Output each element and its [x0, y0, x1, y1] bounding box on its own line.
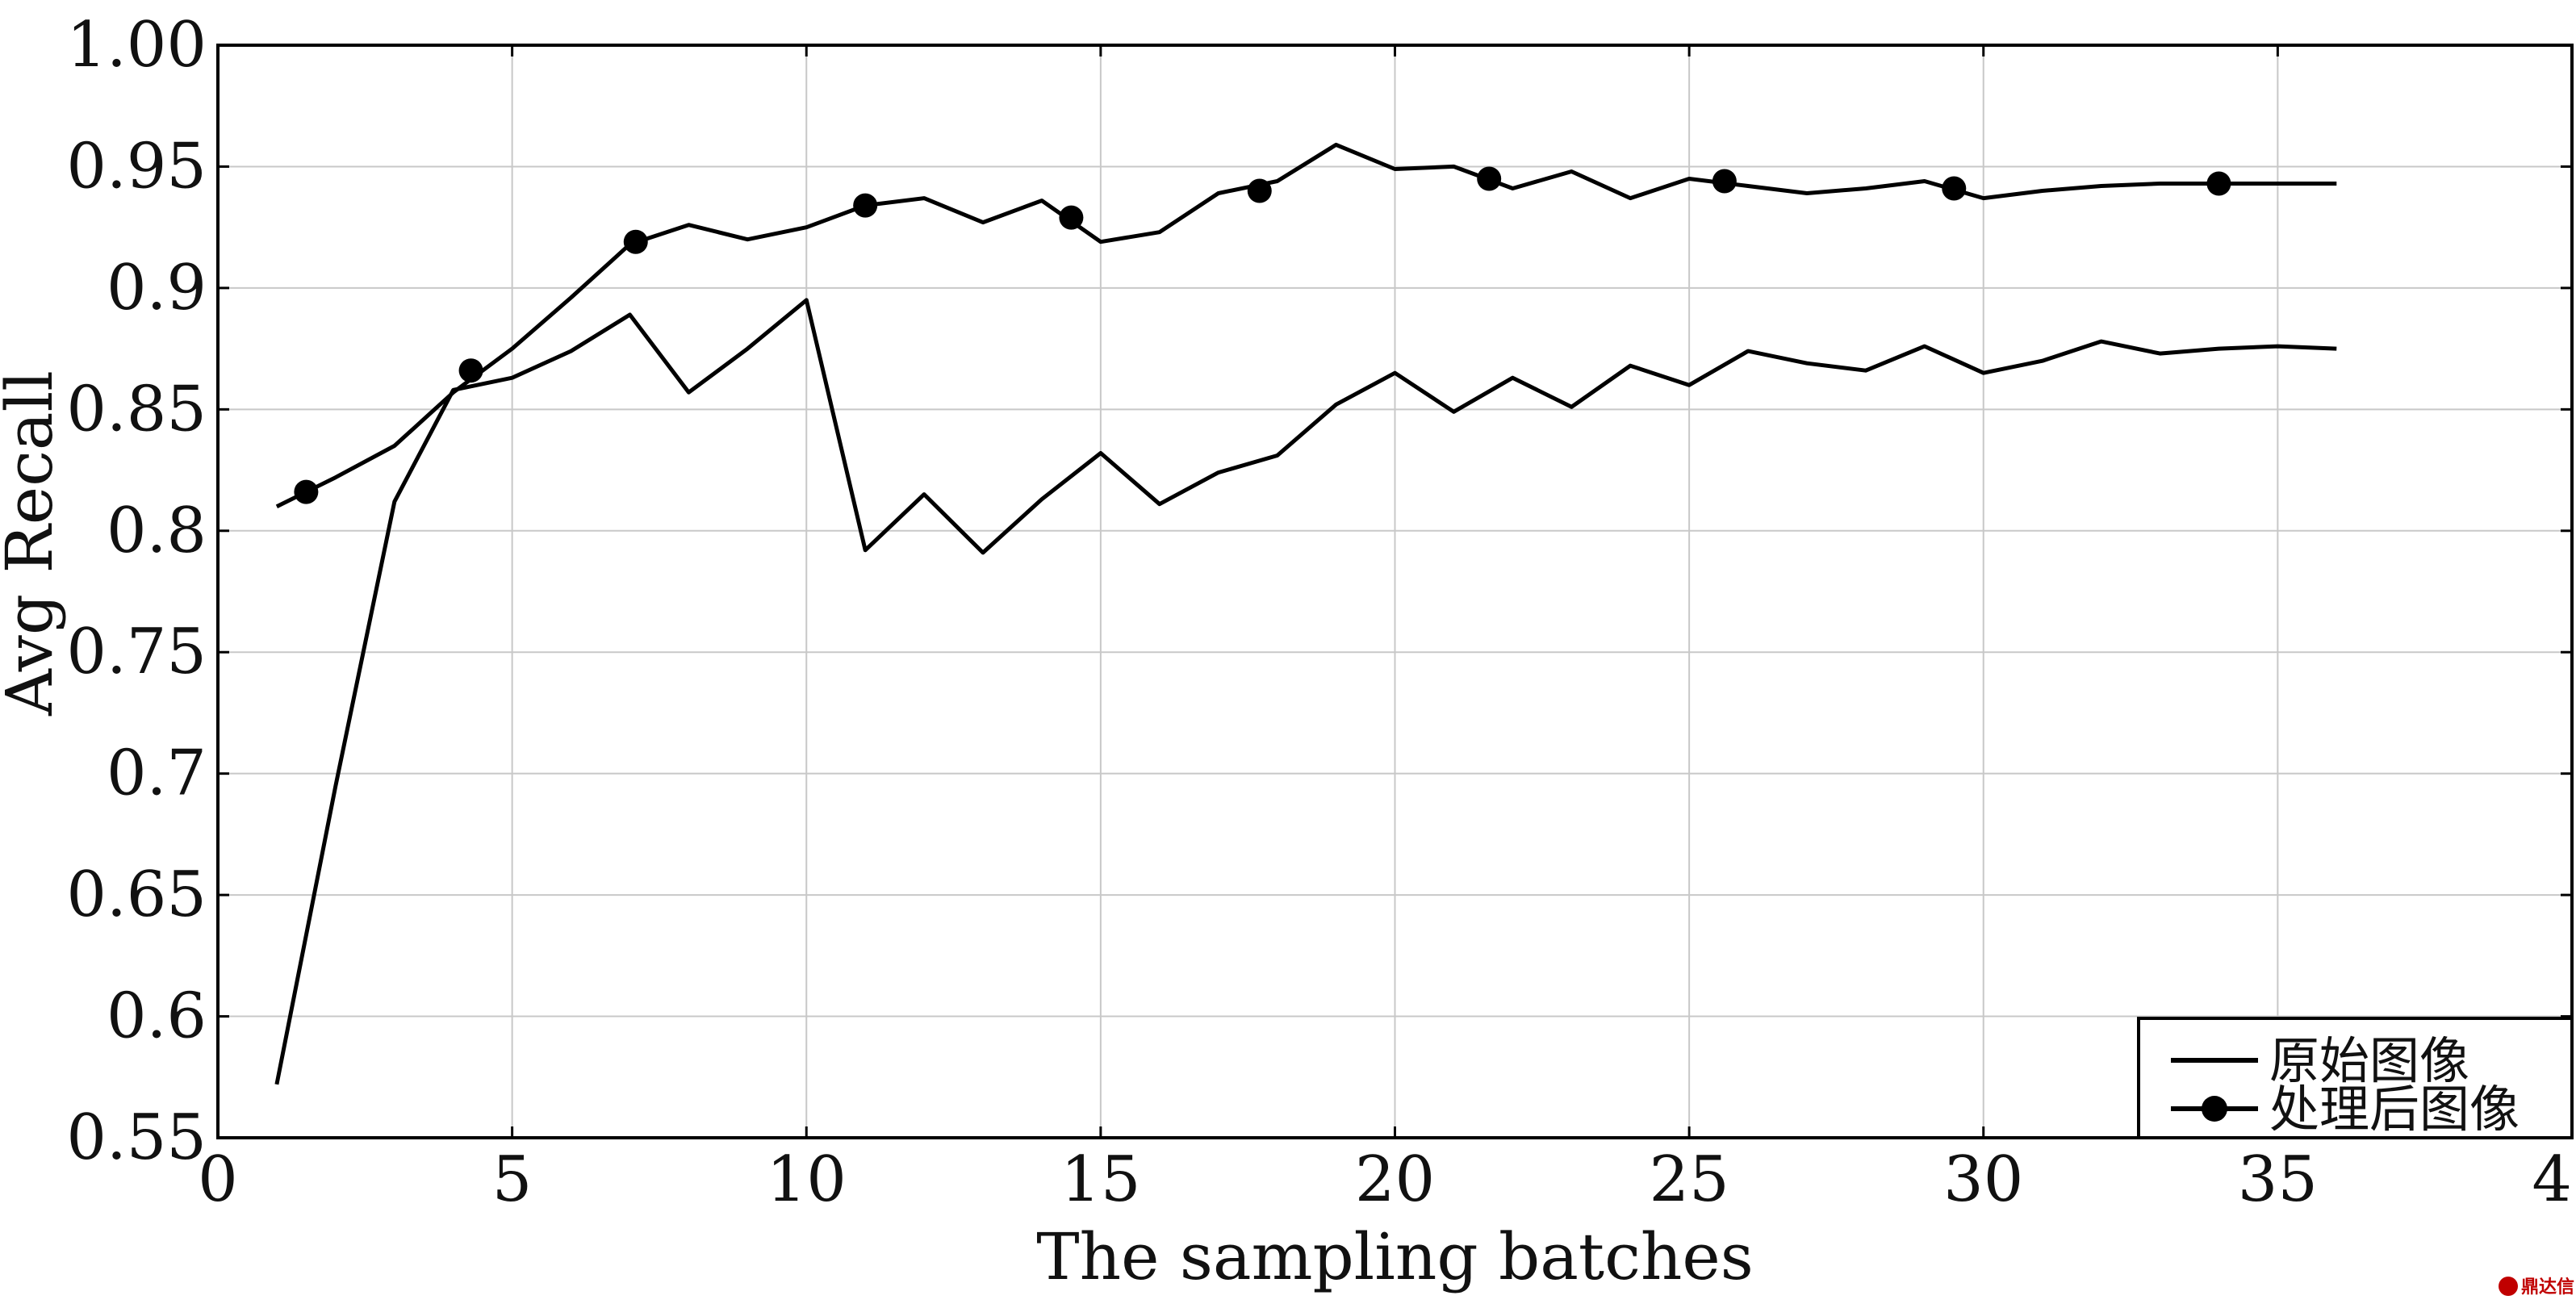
series-marker — [1477, 166, 1502, 191]
watermark-logo: 鼎达信 — [2499, 1277, 2574, 1298]
series-marker — [623, 229, 648, 254]
series-layer — [274, 142, 2337, 1085]
watermark-text: 鼎达信 — [2521, 1277, 2574, 1298]
y-tick-label: 0.6 — [107, 980, 207, 1053]
y-tick-label: 0.75 — [66, 616, 207, 688]
series-marker — [1247, 178, 1272, 203]
ticks-layer: 0 5 10 15 20 25 30 35 40 0.55 0.6 0.65 0.7 0.75 0.8 0.8… — [66, 9, 2576, 1216]
x-tick-label: 10 — [767, 1143, 847, 1216]
watermark-logo-icon — [2499, 1277, 2518, 1296]
series-marker — [853, 193, 878, 218]
x-tick-label: 35 — [2238, 1143, 2318, 1216]
x-tick-label: 30 — [1943, 1143, 2023, 1216]
y-tick-label: 0.9 — [107, 252, 207, 324]
x-tick-label: 20 — [1355, 1143, 1435, 1216]
x-axis-title: The sampling batches — [1036, 1219, 1754, 1294]
x-tick-label: 15 — [1060, 1143, 1140, 1216]
y-tick-label: 1.00 — [66, 9, 207, 82]
y-tick-label: 0.55 — [66, 1101, 207, 1174]
series-marker — [1712, 169, 1737, 194]
series-marker — [294, 479, 319, 504]
legend: 原始图像 处理后图像 — [2137, 1017, 2574, 1139]
y-tick-label: 0.65 — [66, 859, 207, 931]
y-tick-label: 0.7 — [107, 738, 207, 810]
legend-label-processed: 处理后图像 — [2269, 1080, 2520, 1139]
x-tick-label: 25 — [1649, 1143, 1729, 1216]
y-tick-label: 0.85 — [66, 373, 207, 445]
y-tick-label: 0.8 — [107, 495, 207, 567]
series-marker — [2206, 171, 2231, 196]
series-marker — [1059, 205, 1084, 230]
grid — [218, 45, 2572, 1138]
series-line-1 — [275, 142, 2337, 508]
x-tick-label: 5 — [492, 1143, 533, 1216]
x-tick-label: 0 — [198, 1143, 238, 1216]
legend-marker-processed — [2202, 1096, 2227, 1122]
y-tick-label: 0.95 — [66, 130, 207, 203]
legend-label-original: 原始图像 — [2269, 1031, 2469, 1090]
series-marker — [1942, 176, 1967, 201]
x-tick-label: 40 — [2532, 1143, 2576, 1216]
series-line-0 — [274, 298, 2337, 1085]
y-axis-title: Avg Recall — [0, 370, 67, 717]
series-marker — [458, 358, 483, 383]
